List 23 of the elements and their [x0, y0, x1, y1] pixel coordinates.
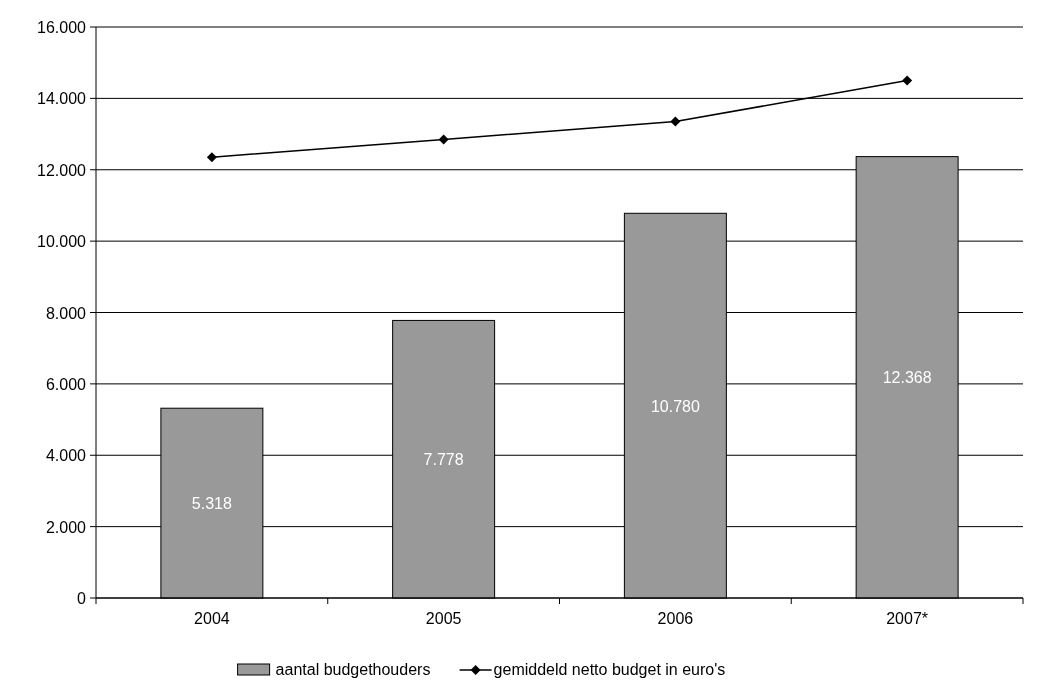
- y-tick-label: 14.000: [37, 90, 87, 108]
- point: [670, 116, 681, 127]
- y-tick-label: 6.000: [45, 375, 87, 393]
- y-tick-label: 12.000: [37, 161, 87, 179]
- data-label: 7.778: [423, 451, 464, 469]
- x-tick-label: 2004: [194, 610, 230, 627]
- point: [206, 152, 217, 163]
- y-tick-label: 10.000: [37, 233, 87, 251]
- y-tick-label: 4.000: [45, 447, 87, 465]
- legend-label: gemiddeld netto budget in euro's: [493, 661, 726, 678]
- point: [438, 134, 449, 145]
- x-tick-label: 2006: [657, 610, 694, 627]
- point: [902, 75, 913, 86]
- legend-label: aantal budgethouders: [275, 661, 431, 678]
- data-label: 10.780: [650, 397, 700, 415]
- y-tick-label: 2.000: [45, 518, 87, 536]
- x-tick-label: 2005: [425, 610, 462, 627]
- y-tick-label: 8.000: [45, 304, 87, 322]
- y-tick-label: 16.000: [37, 19, 87, 36]
- data-label: 5.318: [191, 495, 232, 513]
- data-label: 12.368: [882, 369, 932, 387]
- x-tick-label: 2007*: [886, 610, 929, 627]
- y-tick-label: 0: [77, 590, 87, 607]
